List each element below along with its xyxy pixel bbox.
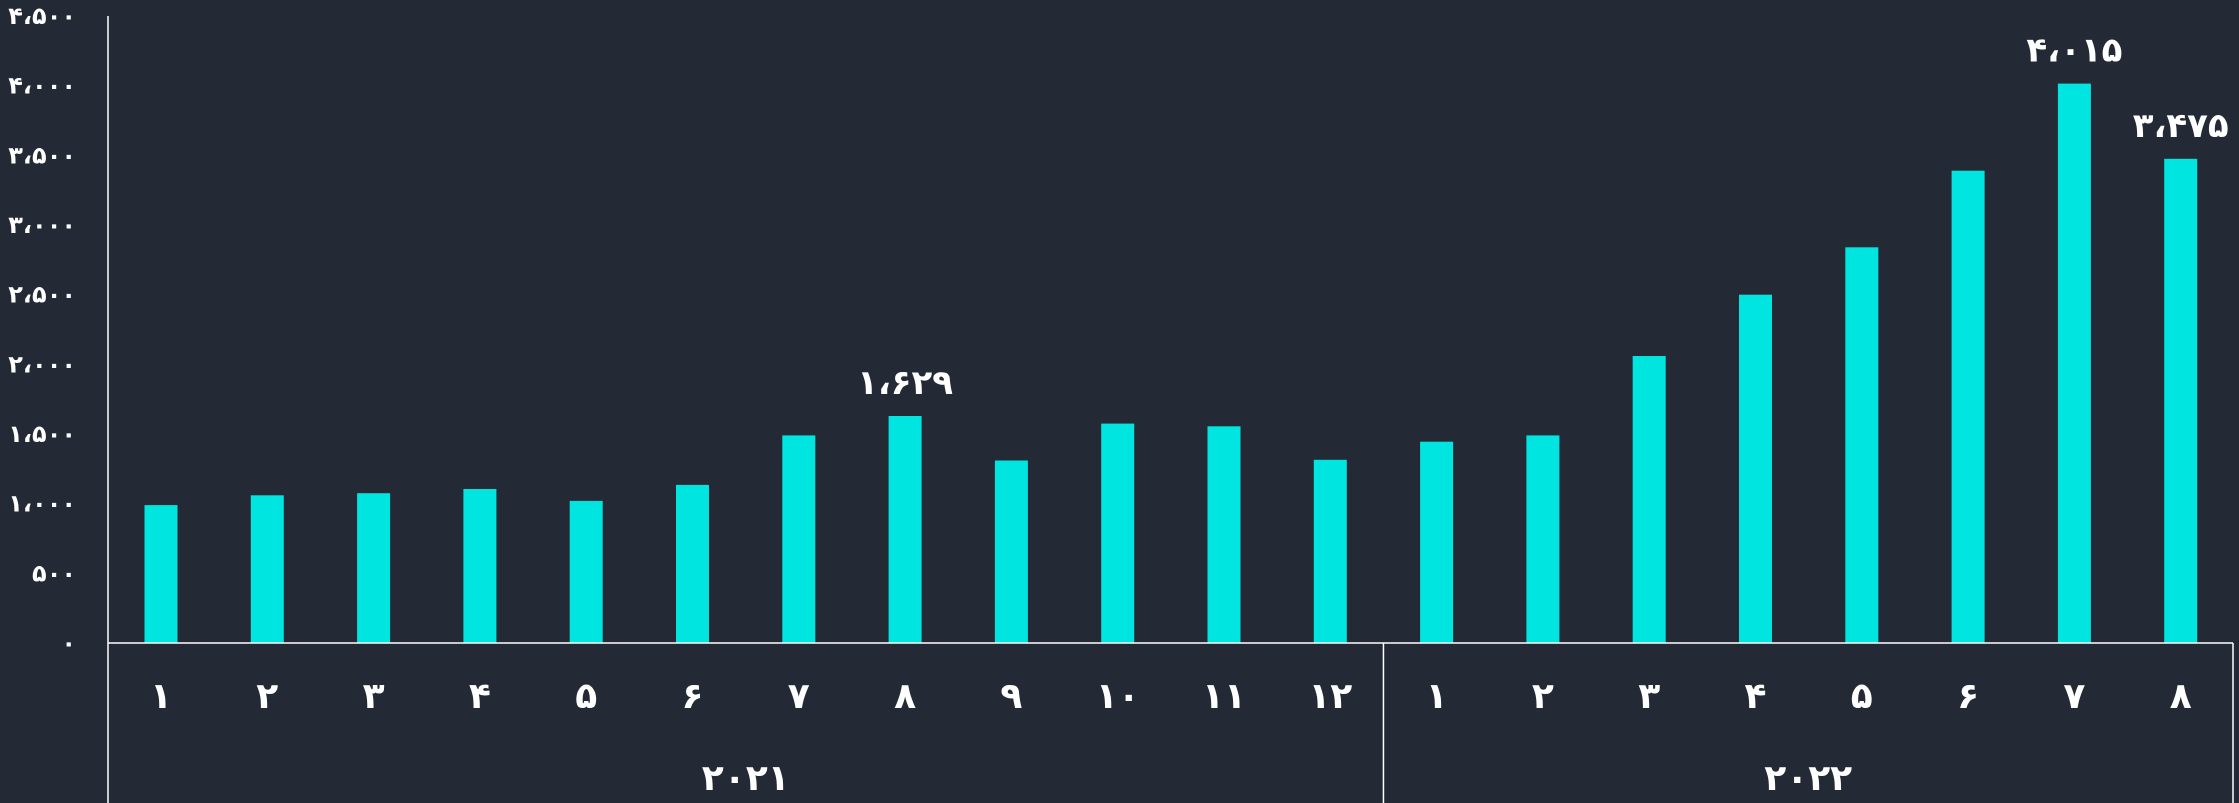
bar bbox=[144, 505, 178, 643]
y-tick-label: ۳،۵۰۰ bbox=[8, 141, 76, 169]
x-tick-label: ۲ bbox=[256, 676, 278, 717]
x-tick-label: ۳ bbox=[363, 676, 385, 717]
bar bbox=[888, 416, 922, 643]
bar bbox=[250, 495, 284, 643]
bar bbox=[569, 500, 603, 643]
bar bbox=[357, 493, 391, 643]
x-axis-labels: ۱ ۲ ۳ ۴ ۵ ۶ ۷ ۸ ۹ ۱۰ ۱۱ ۱۲ ۱ ۲ ۳ ۴ ۵ ۶ ۷ ۸ bbox=[150, 676, 2192, 717]
bar bbox=[994, 460, 1028, 643]
axes bbox=[107, 16, 2234, 803]
x-tick-label: ۱۲ bbox=[1308, 676, 1352, 717]
year-group-label: ۲۰۲۱ bbox=[702, 758, 790, 799]
bar bbox=[1845, 247, 1879, 644]
y-axis-ticks: ۰ ۵۰۰ ۱،۰۰۰ ۱،۵۰۰ ۲،۰۰۰ ۲،۵۰۰ ۳،۰۰۰ ۳،۵۰۰ ۴،۰۰۰ ۴… bbox=[8, 2, 76, 657]
y-tick-label: ۴،۰۰۰ bbox=[8, 72, 76, 100]
bars bbox=[144, 83, 2198, 644]
y-tick-label: ۱،۵۰۰ bbox=[8, 420, 76, 448]
x-tick-label: ۲ bbox=[1532, 676, 1554, 717]
y-tick-label: ۴،۵۰۰ bbox=[8, 2, 76, 30]
x-tick-label: ۸ bbox=[894, 676, 916, 717]
bar bbox=[782, 435, 816, 643]
x-tick-label: ۷ bbox=[788, 676, 810, 717]
bar bbox=[463, 489, 497, 643]
bar bbox=[1632, 356, 1666, 643]
bar bbox=[1207, 426, 1241, 643]
bar bbox=[1313, 459, 1347, 643]
x-tick-label: ۵ bbox=[1851, 676, 1873, 717]
bar bbox=[1420, 441, 1454, 643]
x-tick-label: ۷ bbox=[2063, 676, 2085, 717]
x-tick-label: ۱۱ bbox=[1202, 676, 1246, 717]
y-tick-label: ۱،۰۰۰ bbox=[8, 490, 76, 518]
data-label: ۴،۰۱۵ bbox=[2026, 31, 2122, 71]
bar bbox=[1739, 294, 1772, 643]
data-label: ۱،۶۲۹ bbox=[857, 363, 953, 403]
data-label: ۳،۴۷۵ bbox=[2133, 106, 2229, 146]
x-tick-label: ۸ bbox=[2170, 676, 2192, 717]
x-tick-label: ۴ bbox=[1745, 676, 1767, 717]
x-tick-label: ۵ bbox=[575, 676, 597, 717]
group-labels: ۲۰۲۱ ۲۰۲۲ bbox=[702, 758, 1852, 799]
bar bbox=[2164, 158, 2198, 644]
bar bbox=[2057, 83, 2091, 644]
x-tick-label: ۶ bbox=[682, 676, 704, 717]
y-tick-label: ۰ bbox=[61, 629, 76, 657]
x-tick-label: ۱ bbox=[150, 676, 172, 717]
x-tick-label: ۶ bbox=[1957, 676, 1979, 717]
year-group-label: ۲۰۲۲ bbox=[1764, 758, 1852, 799]
x-tick-label: ۹ bbox=[1000, 676, 1022, 717]
bar bbox=[676, 484, 709, 643]
bar bbox=[1951, 170, 1985, 643]
y-tick-label: ۲،۵۰۰ bbox=[8, 281, 76, 309]
x-tick-label: ۴ bbox=[469, 676, 491, 717]
x-tick-label: ۱۰ bbox=[1096, 676, 1140, 717]
bar bbox=[1101, 423, 1135, 643]
x-tick-label: ۳ bbox=[1638, 676, 1660, 717]
bar bbox=[1526, 435, 1560, 643]
data-labels: ۱،۶۲۹ ۴،۰۱۵ ۳،۴۷۵ bbox=[857, 31, 2229, 403]
x-tick-label: ۱ bbox=[1426, 676, 1448, 717]
y-tick-label: ۲،۰۰۰ bbox=[8, 350, 76, 378]
y-tick-label: ۳،۰۰۰ bbox=[8, 211, 76, 239]
y-tick-label: ۵۰۰ bbox=[32, 559, 76, 587]
